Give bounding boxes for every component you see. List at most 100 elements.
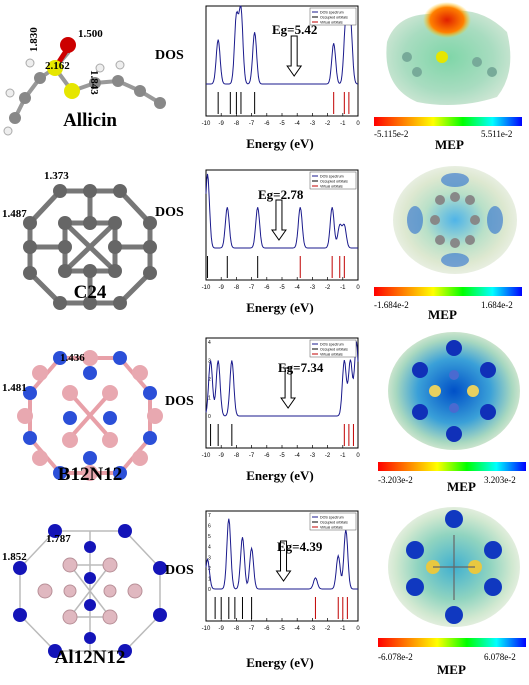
- x-tick-label: -10: [202, 453, 211, 459]
- bond-label: 1.487: [2, 208, 27, 220]
- x-tick-label: -3: [310, 285, 316, 291]
- mep-title: MEP: [437, 662, 466, 677]
- x-tick-label: -3: [310, 453, 316, 459]
- x-tick-label: -6: [264, 121, 270, 127]
- gap-arrow: [286, 35, 303, 77]
- legend-entry: Virtual orbitals: [320, 353, 343, 357]
- x-tick-label: -7: [249, 626, 255, 632]
- legend-entry: Occupied orbitals: [320, 180, 348, 184]
- bond-label: 1.787: [46, 533, 71, 545]
- allicin-molecule: [3, 37, 166, 136]
- x-tick-label: 0: [356, 626, 360, 632]
- gap-arrow: [270, 199, 287, 241]
- mep-color-scale: [374, 287, 522, 296]
- x-tick-label: -8: [234, 626, 240, 632]
- x-tick-label: -1: [340, 121, 346, 127]
- y-tick-label: 4: [208, 545, 211, 551]
- legend-box: [309, 7, 357, 26]
- y-tick-label: 3: [208, 359, 211, 365]
- mep-surface: [388, 332, 520, 450]
- y-tick-label: 6: [208, 524, 211, 530]
- x-tick-label: -8: [234, 453, 240, 459]
- x-tick-label: -7: [249, 121, 255, 127]
- gap-annotation: Eg=2.78: [258, 187, 304, 202]
- x-tick-label: -4: [295, 121, 301, 127]
- x-tick-label: -10: [202, 285, 211, 291]
- y-tick-label: 2: [208, 377, 211, 383]
- mep-min-value: -3.203e-2: [378, 475, 413, 485]
- mep-surface: [388, 507, 520, 627]
- x-tick-label: -5: [279, 121, 285, 127]
- mep-title: MEP: [435, 137, 464, 152]
- dos-curve: [205, 173, 358, 249]
- mep-title: MEP: [447, 479, 476, 494]
- legend-box: [309, 171, 357, 190]
- legend-entry: DOS spectrum: [320, 343, 344, 347]
- mep-min-value: -6.078e-2: [378, 652, 413, 662]
- x-tick-label: -3: [310, 121, 316, 127]
- y-tick-label: 3: [208, 555, 211, 561]
- x-tick-label: -5: [279, 626, 285, 632]
- x-tick-label: -9: [219, 121, 225, 127]
- bond-label: 1.830: [28, 27, 40, 52]
- y-tick-label: 0: [208, 587, 211, 593]
- dos-axis-label: DOS: [165, 563, 194, 578]
- mep-color-scale: [378, 638, 526, 647]
- x-tick-label: -10: [202, 626, 211, 632]
- bond-label: 1.481: [2, 382, 27, 394]
- dos-curve: [205, 341, 359, 417]
- x-tick-label: 0: [356, 121, 360, 127]
- row-al12n12: 1.787 1.852 Al12N12 DOS -10 -9 -8 -7 -6 -5 -4-…: [0, 505, 529, 677]
- dos-axis-label: DOS: [155, 205, 184, 220]
- b12n12-molecule: [17, 350, 163, 481]
- legend-entry: Virtual orbitals: [320, 185, 343, 189]
- x-tick-label: -8: [234, 121, 240, 127]
- x-tick-label: 0: [356, 285, 360, 291]
- x-tick-label: -6: [264, 626, 270, 632]
- gap-annotation: Eg=5.42: [272, 22, 318, 37]
- x-tick-label: -2: [325, 121, 331, 127]
- mep-min-value: -1.684e-2: [374, 300, 409, 310]
- x-tick-label: -9: [219, 285, 225, 291]
- legend-box: [309, 339, 357, 358]
- x-tick-label: -2: [325, 285, 331, 291]
- legend-entry: Virtual orbitals: [320, 526, 343, 530]
- row-c24: 1.373 1.487 C24 DOS -10 -9 -8 -7 -6 -5 -4 -3 -2-…: [0, 160, 529, 331]
- row-allicin: 1.830 1.500 2.162 1.843 Allicin DOS -10-…: [0, 0, 529, 171]
- y-tick-label: 1: [208, 576, 211, 582]
- y-tick-label: 1: [208, 396, 211, 402]
- x-tick-label: -3: [310, 626, 316, 632]
- x-tick-label: -2: [325, 626, 331, 632]
- bond-label: 1.373: [44, 170, 69, 182]
- bond-label: 2.162: [45, 60, 70, 72]
- legend-entry: DOS spectrum: [320, 175, 344, 179]
- mep-surface: [393, 166, 517, 274]
- x-tick-label: -4: [295, 285, 301, 291]
- x-tick-label: -9: [219, 626, 225, 632]
- dos-axis-label: DOS: [155, 48, 184, 63]
- bond-label: 1.843: [88, 70, 100, 95]
- x-tick-label: -9: [219, 453, 225, 459]
- dos-axis-label: DOS: [165, 394, 194, 409]
- mep-color-scale: [374, 117, 522, 126]
- legend-entry: Occupied orbitals: [320, 521, 348, 525]
- legend-box: [309, 512, 357, 531]
- mep-max-value: 3.203e-2: [484, 475, 516, 485]
- molecule-name: C24: [73, 282, 107, 303]
- dos-curve: [205, 518, 358, 590]
- legend-entry: DOS spectrum: [320, 11, 344, 15]
- gap-annotation: Eg=4.39: [277, 539, 323, 554]
- x-tick-label: -1: [340, 626, 346, 632]
- x-tick-label: -2: [325, 453, 331, 459]
- y-tick-label: 4: [208, 340, 211, 346]
- y-tick-label: 0: [208, 414, 211, 420]
- x-tick-label: -1: [340, 285, 346, 291]
- molecule-name: Al12N12: [54, 647, 126, 668]
- energy-axis-label: Energy (eV): [246, 468, 314, 483]
- energy-axis-label: Energy (eV): [246, 300, 314, 315]
- mep-max-value: 6.078e-2: [484, 652, 516, 662]
